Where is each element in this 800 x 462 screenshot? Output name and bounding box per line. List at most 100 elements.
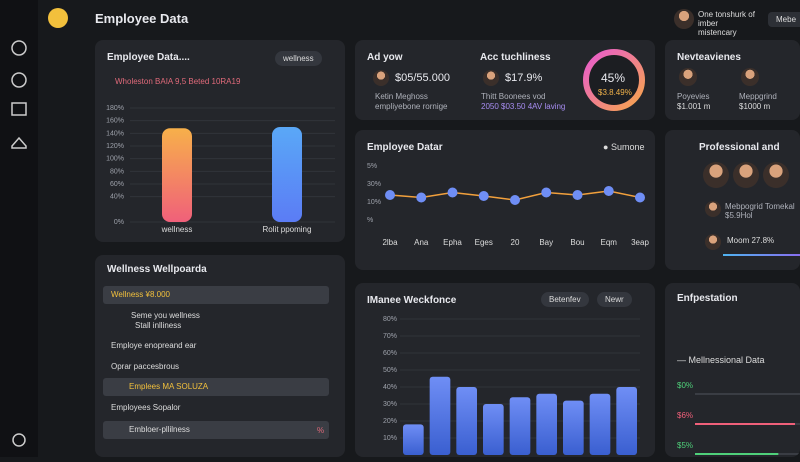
avatar (741, 68, 759, 86)
workforce-chart: 80% 70% 60% 50% 40% 30% 20% 10% (383, 316, 640, 455)
trend-card: Employee Datar ● Sumone 5% 30% 10%% 2lba Ana… (355, 130, 655, 270)
card-subtitle: Wholeston BAIA 9,5 Beted 10RA19 (115, 77, 241, 86)
point (416, 192, 427, 203)
user-avatar[interactable] (674, 9, 694, 29)
stat-title: Ad yow (367, 52, 403, 63)
bar-label: $6% (677, 411, 693, 420)
legend: ● Sumone (603, 142, 645, 152)
reviews-card: Nevteavienes Poyevies $1.001 m Meppgrind… (665, 40, 800, 120)
bar (536, 393, 557, 455)
point (478, 191, 489, 201)
stat-line: empliyebone rornige (375, 102, 448, 111)
bar (162, 128, 192, 222)
y-tick-label: 20% (383, 418, 397, 425)
x-tick-label: Rolit ppoming (263, 225, 312, 234)
y-tick-label: 70% (383, 333, 397, 340)
stats-card: Ad yow $05/55.000 Ketin Meghoss empliyeb… (355, 40, 655, 120)
engagement-card: Enfpestation — Mellnessional Data $0% $6%… (665, 283, 800, 457)
card-title: Enfpestation (677, 293, 738, 304)
list-item[interactable]: Wellness ¥8.000 (103, 286, 329, 304)
avatar (763, 162, 789, 188)
person-value: $1.001 m (677, 102, 711, 111)
professional-card: Professional and Mebpogrid Tomekal $5.9H… (665, 130, 800, 270)
user-name: One tonshurk of imber mistencary (698, 10, 755, 37)
donut (583, 49, 645, 111)
x-tick-label: Bou (570, 238, 584, 247)
bar (563, 400, 584, 455)
x-tick-label: Eqm (601, 238, 618, 247)
overview-card: Employee Data.... wellness Wholeston BAI… (95, 40, 345, 242)
bar (509, 397, 531, 455)
header-button[interactable]: Mebe (768, 12, 800, 27)
avatar (373, 70, 389, 86)
point (603, 186, 614, 196)
card-title: Professional and (699, 142, 780, 153)
bar (272, 127, 302, 222)
y-tick-label: % (367, 217, 373, 224)
stat-line: Ketin Meghoss (375, 92, 428, 101)
filter-button[interactable]: Newr (597, 292, 632, 307)
bar (403, 424, 424, 455)
card-title: Nevteavienes (677, 52, 741, 63)
list-item[interactable]: Employees Sopalor (111, 403, 181, 412)
x-tick-label: 3eap (631, 238, 649, 247)
card-title: Wellness Wellpoarda (107, 264, 207, 275)
bar-label: $5% (677, 441, 693, 450)
x-tick-label: 20 (511, 238, 520, 247)
card-title: Employee Datar (367, 142, 443, 153)
list-item[interactable]: Employe enopreand ear (111, 341, 197, 350)
list-item[interactable]: Embloer-pllilness (103, 421, 329, 439)
donut-sub: $3.8.49% (598, 88, 632, 97)
person-value: $1000 m (739, 102, 771, 111)
person-text: Moom 27.8% (727, 236, 775, 245)
bar (429, 376, 451, 455)
list-item[interactable]: Stall inlliness (135, 321, 182, 330)
engagement-chart: $0% $6% $5% (677, 381, 800, 455)
y-tick-label: 80% (383, 316, 397, 323)
point (510, 195, 520, 205)
y-tick-label: 30% (383, 401, 397, 408)
y-tick-label: 120% (106, 143, 124, 150)
y-tick-label: 60% (383, 350, 397, 357)
sidebar-icons (11, 40, 27, 447)
x-tick-label: 2lba (382, 238, 398, 247)
card-title: IManee Weckfonce (367, 295, 457, 306)
y-tick-label: 0% (114, 219, 124, 226)
subtitle-text: Mellnessional Data (688, 355, 765, 365)
bar (456, 387, 477, 455)
y-tick-label: 5% (367, 163, 377, 170)
list-item[interactable]: Seme you wellness (131, 311, 200, 320)
person-text: Mebpogrid Tomekal $5.9Hol (725, 202, 795, 220)
donut-label: 45% (601, 71, 626, 85)
avatar (679, 68, 697, 86)
x-tick-label: Eges (475, 238, 493, 247)
card-title: Employee Data.... (107, 52, 190, 63)
y-tick-label: 30% (367, 181, 381, 188)
avatar (703, 162, 729, 188)
filter-button[interactable]: Betenfev (541, 292, 589, 307)
progress (723, 254, 800, 256)
point (635, 192, 645, 203)
y-tick-label: 50% (383, 367, 397, 374)
y-tick-label: 10% (383, 435, 397, 442)
bar (589, 393, 611, 455)
stat-value: $17.9% (505, 72, 543, 84)
logo (48, 8, 68, 28)
list-item[interactable]: Emplees MA SOLUZA (103, 378, 329, 396)
card-button[interactable]: wellness (275, 51, 322, 66)
legend-label: Sumone (610, 142, 645, 152)
stat-line: Thitt Boonees vod (481, 92, 546, 101)
y-tick-label: 10% (367, 199, 381, 206)
list-item[interactable]: Oprar paccesbrous (111, 362, 180, 371)
page-title: Employee Data (95, 11, 189, 26)
bar-label: $0% (677, 381, 693, 390)
card-subtitle: — Mellnessional Data (677, 355, 765, 365)
y-tick-label: 140% (106, 130, 124, 137)
y-tick-label: 180% (106, 105, 124, 112)
avatar (705, 234, 721, 250)
y-tick-label: 60% (110, 181, 124, 188)
point (385, 190, 395, 200)
list-badge: % (317, 426, 325, 435)
y-tick-label: 100% (106, 156, 124, 163)
